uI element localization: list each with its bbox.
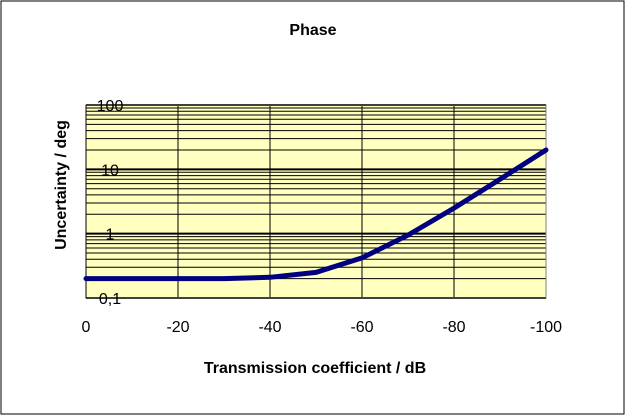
x-tick-label: -20 [166,319,189,336]
series-line [83,147,549,282]
x-axis-label: Transmission coefficient / dB [204,360,426,377]
y-tick-label: 10 [101,162,119,179]
x-tick-label: -40 [258,319,281,336]
chart-title: Phase [289,22,336,39]
y-axis-label: Uncertainty / deg [53,120,70,250]
x-tick-label: -100 [530,319,562,336]
plot-layer: 0 -20 -40 -60 -80 -100 0,1 1 10 100 [82,98,563,336]
y-tick-label: 100 [97,98,124,115]
y-tick-label: 0,1 [99,291,121,308]
x-tick-label: -60 [350,319,373,336]
plot-area-background [86,105,546,298]
x-tick-label: -80 [442,319,465,336]
y-tick-label: 1 [106,227,115,244]
x-tick-label: 0 [82,319,91,336]
